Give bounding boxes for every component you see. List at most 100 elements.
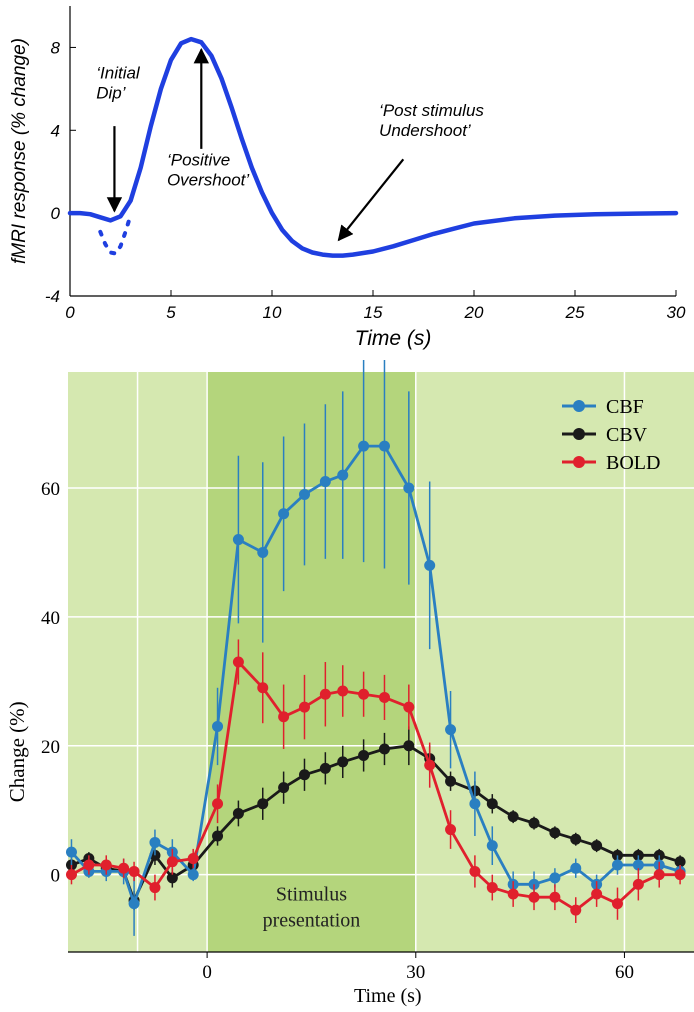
data-point — [232, 656, 244, 668]
x-tick-label: 25 — [565, 303, 585, 322]
data-point — [128, 898, 140, 910]
data-point — [528, 891, 540, 903]
data-point — [469, 798, 481, 810]
data-point — [674, 869, 686, 881]
annotation-label: Overshoot’ — [167, 171, 249, 190]
y-tick-label: 40 — [41, 608, 60, 629]
annotation-label: ‘Positive — [167, 151, 230, 170]
data-point — [570, 833, 582, 845]
legend-label-cbf: CBF — [606, 396, 644, 418]
data-point — [403, 740, 415, 752]
x-axis-label: Time (s) — [354, 985, 422, 1007]
data-point — [570, 862, 582, 874]
data-point — [298, 769, 310, 781]
data-point — [232, 807, 244, 819]
data-point — [549, 827, 561, 839]
data-point — [278, 711, 290, 723]
data-point — [611, 859, 623, 871]
data-point — [298, 488, 310, 500]
data-point — [232, 534, 244, 546]
data-point — [337, 685, 349, 697]
x-axis-label: Time (s) — [355, 327, 432, 350]
y-tick-label: 20 — [41, 737, 60, 758]
annotation-label: ‘Post stimulus — [379, 101, 484, 120]
data-point — [166, 856, 178, 868]
y-tick-label: -4 — [45, 287, 60, 306]
annotation-label: Dip’ — [96, 84, 126, 103]
data-point — [187, 853, 199, 865]
data-point — [149, 882, 161, 894]
data-point — [486, 798, 498, 810]
data-point — [278, 782, 290, 794]
data-point — [257, 682, 269, 694]
data-point — [445, 724, 457, 736]
data-point — [83, 859, 95, 871]
legend-label-bold: BOLD — [606, 452, 660, 474]
annotation-arrow — [337, 158, 405, 242]
data-point — [212, 830, 224, 842]
legend-marker-cbv — [573, 428, 585, 440]
x-tick-label: 30 — [667, 303, 686, 322]
data-point — [149, 836, 161, 848]
data-point — [378, 743, 390, 755]
data-point — [358, 749, 370, 761]
x-tick-label: 30 — [406, 962, 425, 983]
data-point — [424, 559, 436, 571]
data-point — [549, 872, 561, 884]
x-tick-label: 10 — [263, 303, 282, 322]
data-point — [674, 856, 686, 868]
data-point — [528, 817, 540, 829]
data-point — [403, 482, 415, 494]
stimulus-label: Stimulus — [276, 883, 347, 905]
legend-marker-cbf — [573, 400, 585, 412]
data-point — [358, 688, 370, 700]
data-point — [118, 862, 130, 874]
data-point — [424, 759, 436, 771]
y-axis-label: fMRI response (% change) — [9, 38, 30, 264]
data-point — [166, 872, 178, 884]
y-tick-label: 4 — [51, 121, 60, 140]
y-tick-label: 0 — [51, 866, 61, 887]
data-point — [632, 859, 644, 871]
data-point — [319, 688, 331, 700]
response-line — [67, 36, 679, 258]
data-point — [65, 846, 77, 858]
data-point — [378, 691, 390, 703]
data-point — [469, 865, 481, 877]
annotation-label: Undershoot’ — [379, 121, 471, 140]
data-point — [212, 798, 224, 810]
series-bold — [65, 639, 686, 923]
data-point — [486, 840, 498, 852]
data-point — [278, 508, 290, 520]
x-tick-label: 0 — [65, 303, 75, 322]
data-point — [187, 869, 199, 881]
data-point — [319, 762, 331, 774]
x-tick-label: 60 — [615, 962, 634, 983]
data-point — [337, 469, 349, 481]
data-point — [128, 865, 140, 877]
data-point — [445, 775, 457, 787]
data-point — [507, 888, 519, 900]
legend-label-cbv: CBV — [606, 424, 648, 446]
data-point — [570, 904, 582, 916]
data-point — [486, 882, 498, 894]
data-point — [378, 440, 390, 452]
x-tick-label: 20 — [464, 303, 484, 322]
data-point — [337, 756, 349, 768]
data-point — [653, 869, 665, 881]
data-point — [591, 840, 603, 852]
y-tick-label: 60 — [41, 479, 60, 500]
y-tick-label: 8 — [51, 38, 61, 57]
data-point — [100, 859, 112, 871]
data-point — [403, 701, 415, 713]
data-point — [65, 869, 77, 881]
data-point — [319, 476, 331, 488]
x-tick-label: 0 — [202, 962, 212, 983]
hemodynamic-response-chart: 0 5 10 15 20 25 30 -4 0 4 8 Time (s) fMRI response (… — [9, 6, 686, 350]
dip-dotted-line — [98, 213, 133, 256]
y-tick-label: 0 — [51, 204, 61, 223]
x-tick-label: 5 — [166, 303, 176, 322]
data-point — [445, 824, 457, 836]
stimulus-label: presentation — [263, 909, 361, 931]
data-point — [549, 891, 561, 903]
